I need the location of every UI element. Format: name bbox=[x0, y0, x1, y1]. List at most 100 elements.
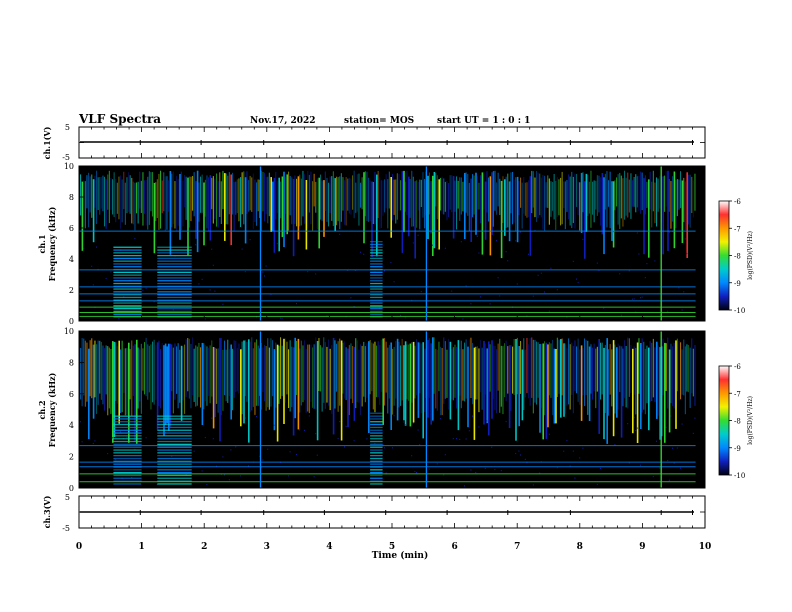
ch1-burst-1 bbox=[157, 274, 192, 276]
ch1-streak bbox=[108, 170, 110, 224]
ch2-streak bbox=[611, 349, 613, 407]
x-axis-label: Time (min) bbox=[372, 550, 429, 561]
ch1-burst-1 bbox=[157, 305, 192, 307]
ch1-streak bbox=[286, 174, 288, 235]
ch1-streak bbox=[208, 177, 210, 231]
ch1-streak bbox=[411, 170, 413, 227]
ch1-streak bbox=[579, 182, 581, 231]
ch1-burst-1 bbox=[157, 310, 192, 313]
ch1-streak bbox=[384, 179, 386, 213]
ch2-speckle bbox=[520, 454, 521, 456]
ch1-wave-ytick-bottom: -5 bbox=[62, 153, 70, 162]
ch2-streak bbox=[488, 341, 490, 436]
ch1-streak bbox=[510, 172, 512, 214]
ch2-streak bbox=[256, 339, 258, 406]
ch2-burst-0 bbox=[113, 443, 142, 445]
ch1-streak bbox=[633, 177, 635, 207]
ch2-burst-0 bbox=[113, 421, 142, 423]
ch1-streak bbox=[675, 180, 677, 228]
ch2-speckle bbox=[224, 474, 225, 476]
ch1-speckle bbox=[419, 229, 421, 231]
ch2-streak bbox=[188, 338, 190, 399]
ch1-speckle bbox=[540, 272, 542, 274]
ch2-streak bbox=[424, 348, 426, 413]
ch1-speckle bbox=[476, 235, 478, 237]
ch2-streak bbox=[299, 348, 301, 413]
ch1-speckle bbox=[209, 289, 211, 291]
ch1-burst-2 bbox=[370, 255, 383, 257]
ch1-streak bbox=[374, 171, 376, 225]
ch2-burst-0 bbox=[113, 423, 142, 426]
ch1-streak bbox=[596, 175, 598, 216]
ch1-streak bbox=[524, 182, 526, 216]
ch1-streak bbox=[316, 178, 318, 230]
ch2-streak bbox=[190, 343, 192, 409]
ch1-speckle bbox=[404, 317, 406, 319]
ch1-burst-1 bbox=[157, 255, 192, 257]
ch2-streak bbox=[459, 348, 461, 396]
ch1-speckle bbox=[417, 234, 419, 236]
ch1-speckle bbox=[211, 248, 213, 250]
ch1-burst-1 bbox=[157, 277, 192, 279]
ch1-speckle bbox=[400, 314, 401, 316]
ch1-streak bbox=[617, 174, 619, 225]
ch2-streak bbox=[291, 346, 293, 408]
ch2-streak bbox=[632, 348, 634, 434]
ch1-streak bbox=[296, 178, 298, 227]
ch1-streak bbox=[401, 171, 404, 253]
ch1-burst-0 bbox=[113, 305, 142, 307]
ch2-streak bbox=[180, 345, 183, 421]
ch2-burst-0 bbox=[113, 418, 142, 420]
ch2-streak bbox=[150, 344, 152, 410]
ch2-streak bbox=[550, 343, 552, 398]
ch1-speckle bbox=[537, 274, 539, 276]
ch2-speckle bbox=[430, 413, 432, 415]
ch1-ylabel-channel: ch.1 bbox=[37, 234, 47, 253]
ch1-ylabel-frequency: Frequency (kHz) bbox=[47, 206, 57, 281]
ch2-streak bbox=[96, 344, 98, 414]
ch2-speckle bbox=[416, 472, 417, 474]
ch1-streak bbox=[636, 176, 638, 208]
ch1-burst-2 bbox=[370, 271, 383, 273]
ch1-speckle bbox=[281, 317, 283, 319]
ch1-speckle bbox=[644, 277, 646, 279]
ch1-streak bbox=[251, 177, 253, 212]
ch2-streak bbox=[668, 349, 671, 433]
ch2-streak bbox=[163, 345, 165, 436]
ch2-streak bbox=[361, 345, 363, 407]
ch2-speckle bbox=[216, 465, 217, 467]
ch1-streak bbox=[433, 172, 436, 249]
ch2-speckle bbox=[468, 430, 470, 432]
ch2-streak bbox=[212, 347, 215, 429]
ch2-streak bbox=[476, 346, 478, 400]
ch2-speckle bbox=[569, 465, 571, 467]
ch2-speckle bbox=[539, 472, 541, 474]
ch1-speckle bbox=[640, 297, 641, 299]
ch1-streak bbox=[438, 179, 440, 250]
ch1-waveform-panel: 5 -5 ch.1(V) bbox=[42, 123, 706, 162]
ch1-burst-0 bbox=[113, 277, 142, 279]
ch2-burst-0 bbox=[113, 463, 142, 465]
ch2-streak bbox=[395, 341, 397, 399]
ch1-burst-2 bbox=[370, 246, 383, 248]
ch1-streak bbox=[329, 176, 331, 214]
ch1-streak bbox=[214, 178, 216, 219]
ch2-burst-1 bbox=[157, 435, 192, 437]
ch1-speckle bbox=[390, 262, 392, 264]
ch1-speckle bbox=[296, 303, 297, 305]
ch2-streak bbox=[422, 342, 424, 439]
ch1-streak bbox=[528, 180, 530, 218]
ch1-streak bbox=[657, 178, 659, 212]
ch2-burst-1 bbox=[157, 463, 192, 465]
ch2-streak bbox=[646, 345, 648, 404]
ch2-streak bbox=[230, 344, 232, 420]
ch2-streak bbox=[227, 339, 229, 403]
ch2-streak bbox=[544, 341, 546, 416]
ch2-streak bbox=[483, 340, 485, 425]
ch1-burst-0 bbox=[113, 308, 142, 310]
ch2-streak bbox=[360, 344, 362, 415]
ch1-streak bbox=[102, 175, 104, 212]
ch1-streak bbox=[507, 173, 509, 228]
ch1-streak bbox=[168, 180, 170, 212]
ch1-burst-0 bbox=[113, 252, 142, 254]
